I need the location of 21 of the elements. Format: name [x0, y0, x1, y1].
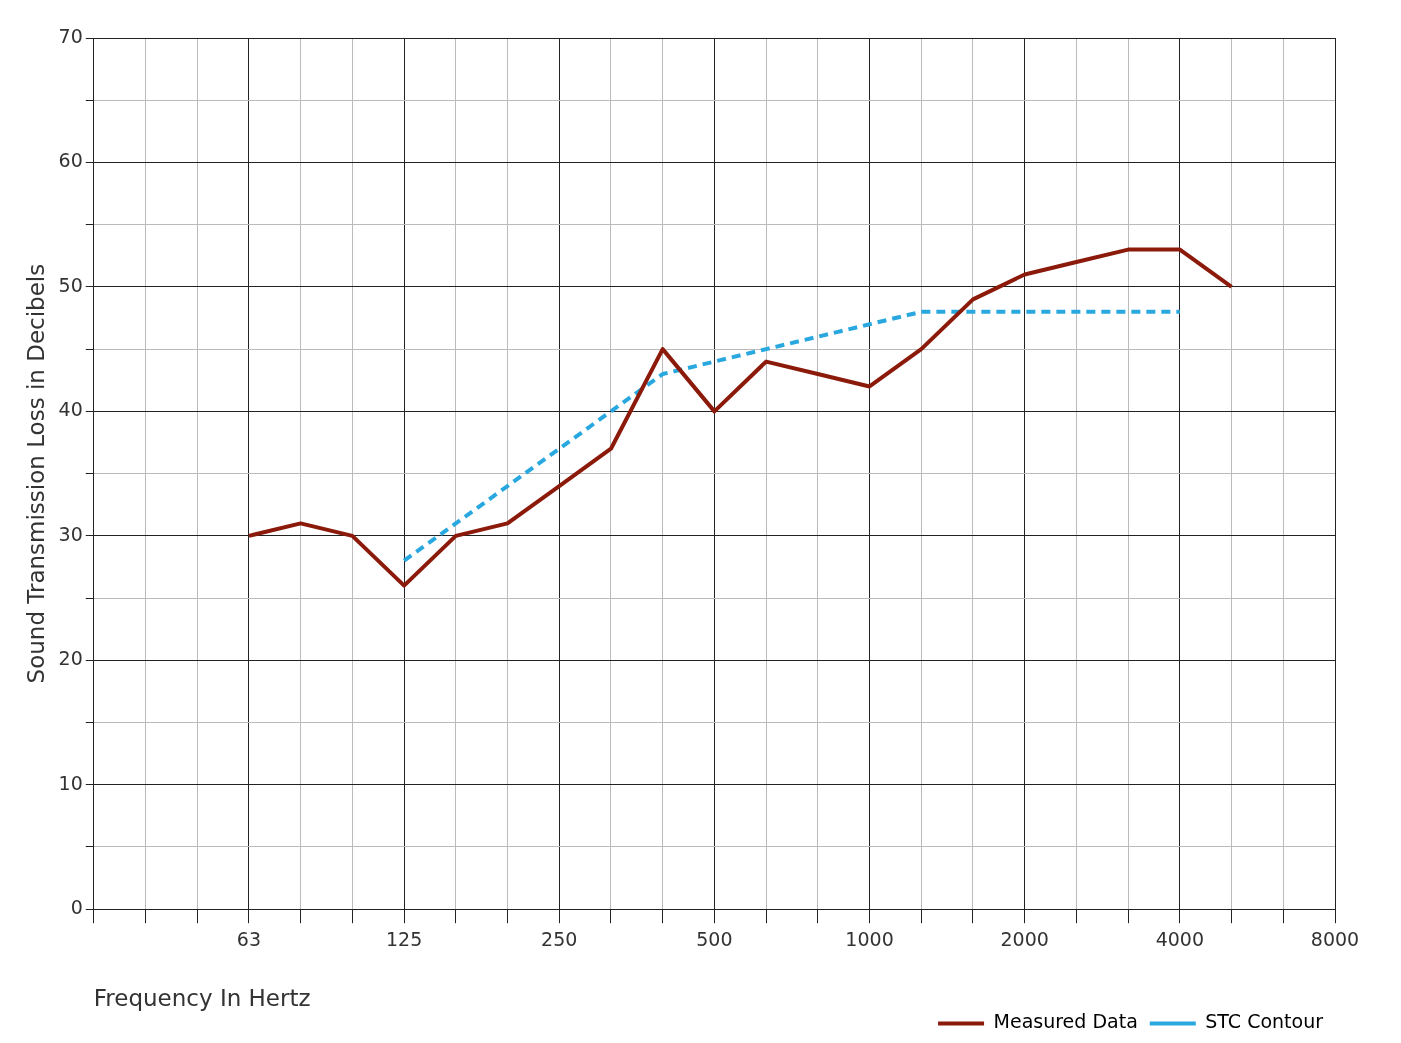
y-tick-label: 70 [58, 24, 83, 47]
y-tick-label: 60 [58, 149, 83, 172]
y-tick-label: 30 [58, 522, 83, 545]
y-tick-label: 20 [58, 647, 83, 670]
y-tick-label: 0 [70, 896, 83, 919]
x-tick-label: 63 [236, 927, 262, 950]
y-tick-label: 10 [58, 771, 83, 794]
y-tick-label: 50 [58, 273, 83, 296]
x-tick-label: 1000 [845, 927, 894, 950]
x-tick-label: 2000 [1000, 927, 1049, 950]
x-tick-label: 250 [541, 927, 578, 950]
x-axis-title: Frequency In Hertz [93, 984, 311, 1011]
y-axis-title: Sound Transmission Loss in Decibels [22, 263, 49, 684]
x-tick-label: 4000 [1155, 927, 1205, 950]
x-tick-label: 8000 [1310, 927, 1360, 950]
y-tick-label: 40 [58, 398, 83, 421]
x-tick-label: 125 [385, 927, 423, 950]
line-series [402, 309, 1182, 563]
x-tick-label: 500 [696, 927, 733, 950]
legend-label: STC Contour [1205, 1010, 1324, 1033]
legend-label: Measured Data [993, 1010, 1138, 1033]
